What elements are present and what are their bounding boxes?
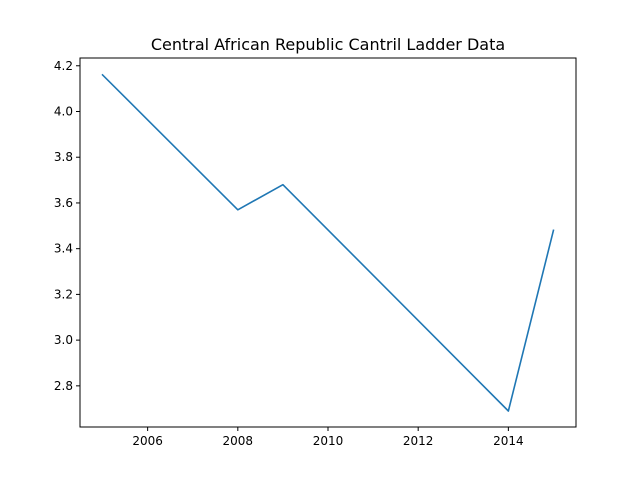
y-tick-label: 2.8: [54, 379, 73, 393]
y-tick-label: 4.0: [54, 104, 73, 118]
x-tick-label: 2006: [132, 434, 163, 448]
x-tick-label: 2008: [223, 434, 254, 448]
plot-area: 2006 2008 2010 2012 2014 2.8 3.0 3.2 3.4 3.6 3.8 4.…: [54, 57, 577, 448]
y-tick-label: 3.2: [54, 287, 73, 301]
y-tick-label: 3.4: [54, 242, 73, 256]
y-tick-label: 4.2: [54, 59, 73, 73]
axes-frame: [79, 57, 577, 428]
x-tick-label: 2012: [403, 434, 434, 448]
x-tick-label: 2010: [313, 434, 344, 448]
y-tick-label: 3.6: [54, 196, 73, 210]
chart-title: Central African Republic Cantril Ladder …: [151, 35, 505, 54]
series-line-0: [101, 73, 555, 412]
x-tick-label: 2014: [493, 434, 524, 448]
y-tick-label: 3.8: [54, 150, 73, 164]
y-tick-label: 3.0: [54, 333, 73, 347]
